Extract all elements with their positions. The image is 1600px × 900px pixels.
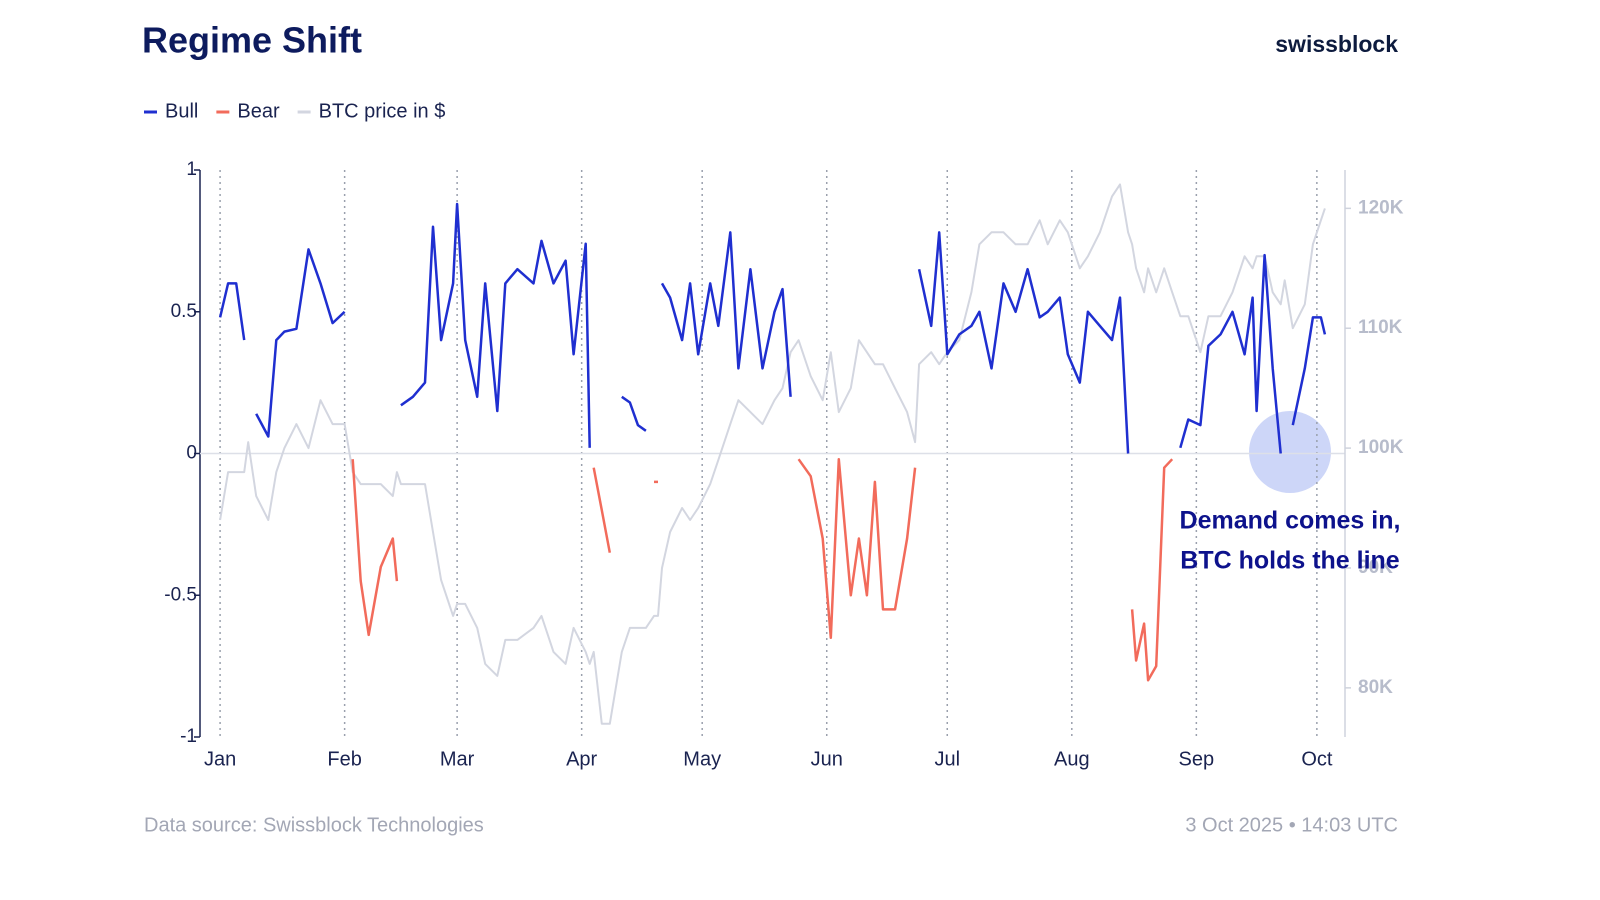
y2-tick-label: 90K — [1358, 557, 1393, 578]
x-tick-label: Jan — [204, 748, 236, 770]
y-tick-label: 0.5 — [171, 301, 197, 322]
x-tick-label: May — [683, 748, 721, 770]
x-tick-label: Aug — [1054, 748, 1090, 770]
legend-label: Bear — [237, 100, 280, 122]
y-tick-label: 1 — [186, 159, 197, 180]
source: Data source: Swissblock Technologies — [144, 814, 484, 836]
annotation: BTC holds the line — [1180, 547, 1400, 575]
y2-tick-label: 80K — [1358, 677, 1393, 698]
legend: Bull Bear BTC price in $ — [144, 100, 445, 122]
legend-label: BTC price in $ — [319, 100, 446, 122]
series-line — [219, 183, 1326, 725]
y-tick-label: 0 — [186, 443, 197, 464]
chart-title: Regime Shift — [142, 20, 362, 61]
x-tick-label: Mar — [440, 748, 475, 770]
legend-label: Bull — [165, 100, 198, 122]
y2-tick-label: 110K — [1358, 317, 1403, 338]
x-tick-label: Jul — [934, 748, 960, 770]
brand: swissblock — [1275, 31, 1398, 57]
series-line — [218, 202, 1327, 454]
y2-tick-label: 120K — [1358, 197, 1404, 218]
y-tick-label: -1 — [180, 726, 197, 747]
x-tick-label: Sep — [1179, 748, 1215, 770]
y2-tick-label: 100K — [1358, 437, 1404, 458]
annotation: Demand comes in, — [1180, 507, 1401, 535]
timestamp: 3 Oct 2025 • 14:03 UTC — [1185, 814, 1398, 836]
series-line — [353, 459, 1285, 680]
x-tick-label: Feb — [327, 748, 361, 770]
x-tick-label: Oct — [1301, 748, 1333, 770]
highlight-circle — [1249, 411, 1331, 493]
plot: Jan Feb Mar Apr May Jun Jul Aug Sep Oct 1 0.5 0 -0.5 -… — [164, 159, 1403, 770]
y-tick-label: -0.5 — [164, 584, 197, 605]
x-tick-label: Apr — [566, 748, 597, 770]
x-tick-label: Jun — [811, 748, 843, 770]
